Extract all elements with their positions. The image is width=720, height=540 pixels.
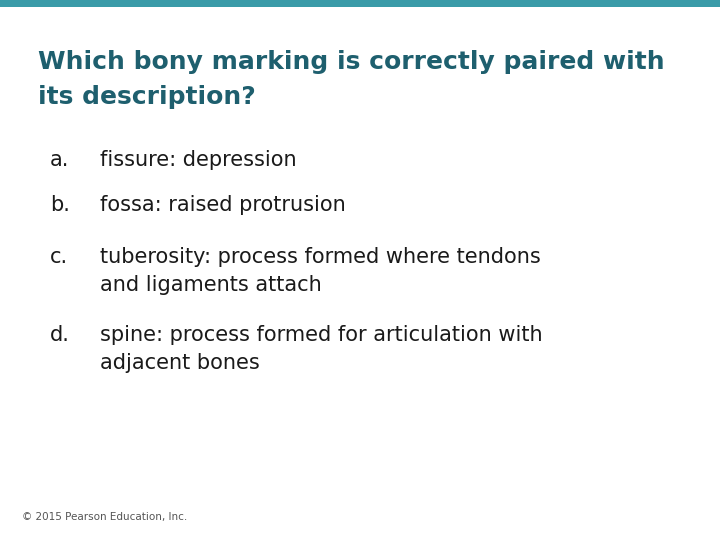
Text: d.: d. [50, 325, 70, 345]
Text: b.: b. [50, 195, 70, 215]
Text: and ligaments attach: and ligaments attach [100, 275, 322, 295]
Bar [0, 0, 720, 7]
Text: © 2015 Pearson Education, Inc.: © 2015 Pearson Education, Inc. [22, 512, 187, 522]
Text: its description?: its description? [38, 85, 256, 109]
Text: tuberosity: process formed where tendons: tuberosity: process formed where tendons [100, 247, 541, 267]
Text: a.: a. [50, 150, 69, 170]
Text: adjacent bones: adjacent bones [100, 353, 260, 373]
Text: spine: process formed for articulation with: spine: process formed for articulation w… [100, 325, 543, 345]
Text: Which bony marking is correctly paired with: Which bony marking is correctly paired w… [38, 50, 665, 74]
Text: fissure: depression: fissure: depression [100, 150, 297, 170]
Text: c.: c. [50, 247, 68, 267]
Text: fossa: raised protrusion: fossa: raised protrusion [100, 195, 346, 215]
